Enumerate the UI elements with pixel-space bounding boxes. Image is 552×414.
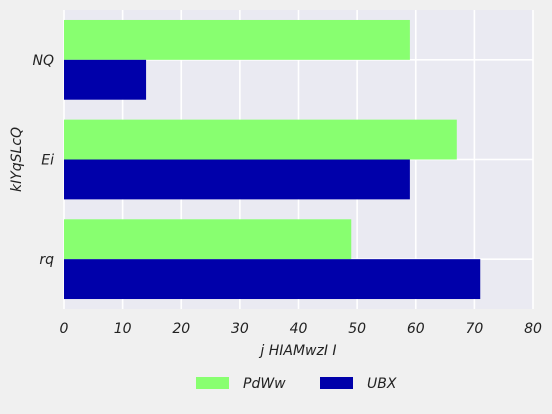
bar-UBX-NQ: [64, 59, 147, 100]
x-tick-label: 30: [231, 321, 249, 337]
bar-PdWw-Ei: [64, 119, 457, 160]
bar-UBX-rq: [64, 259, 481, 300]
x-tick-label: 0: [60, 321, 69, 337]
x-tick-label: 80: [524, 321, 542, 337]
legend-swatch: [196, 377, 229, 389]
x-tick-label: 70: [465, 321, 483, 337]
x-tick-label: 20: [172, 321, 190, 337]
y-tick-label: rq: [39, 252, 54, 268]
x-tick-labels: 0 10 20 30 40 50 60 70 80: [60, 321, 542, 337]
x-tick-label: 50: [348, 321, 366, 337]
legend-label: PdWw: [243, 376, 286, 392]
y-tick-label: NQ: [33, 53, 55, 69]
y-tick-label: Ei: [41, 153, 54, 169]
bars: [64, 19, 481, 300]
x-tick-label: 10: [114, 321, 132, 337]
legend: PdWw UBX: [196, 376, 397, 392]
bar-PdWw-NQ: [64, 19, 410, 60]
legend-label: UBX: [367, 376, 397, 392]
x-tick-label: 60: [407, 321, 425, 337]
y-axis-label: kIYqSLcQ: [9, 127, 25, 192]
legend-swatch: [320, 377, 353, 389]
bar-PdWw-rq: [64, 219, 352, 260]
x-tick-label: 40: [290, 321, 308, 337]
bar-UBX-Ei: [64, 159, 410, 200]
y-tick-labels: NQ Ei rq: [33, 53, 55, 268]
x-axis-label: j HIAMwzI I: [258, 343, 336, 359]
